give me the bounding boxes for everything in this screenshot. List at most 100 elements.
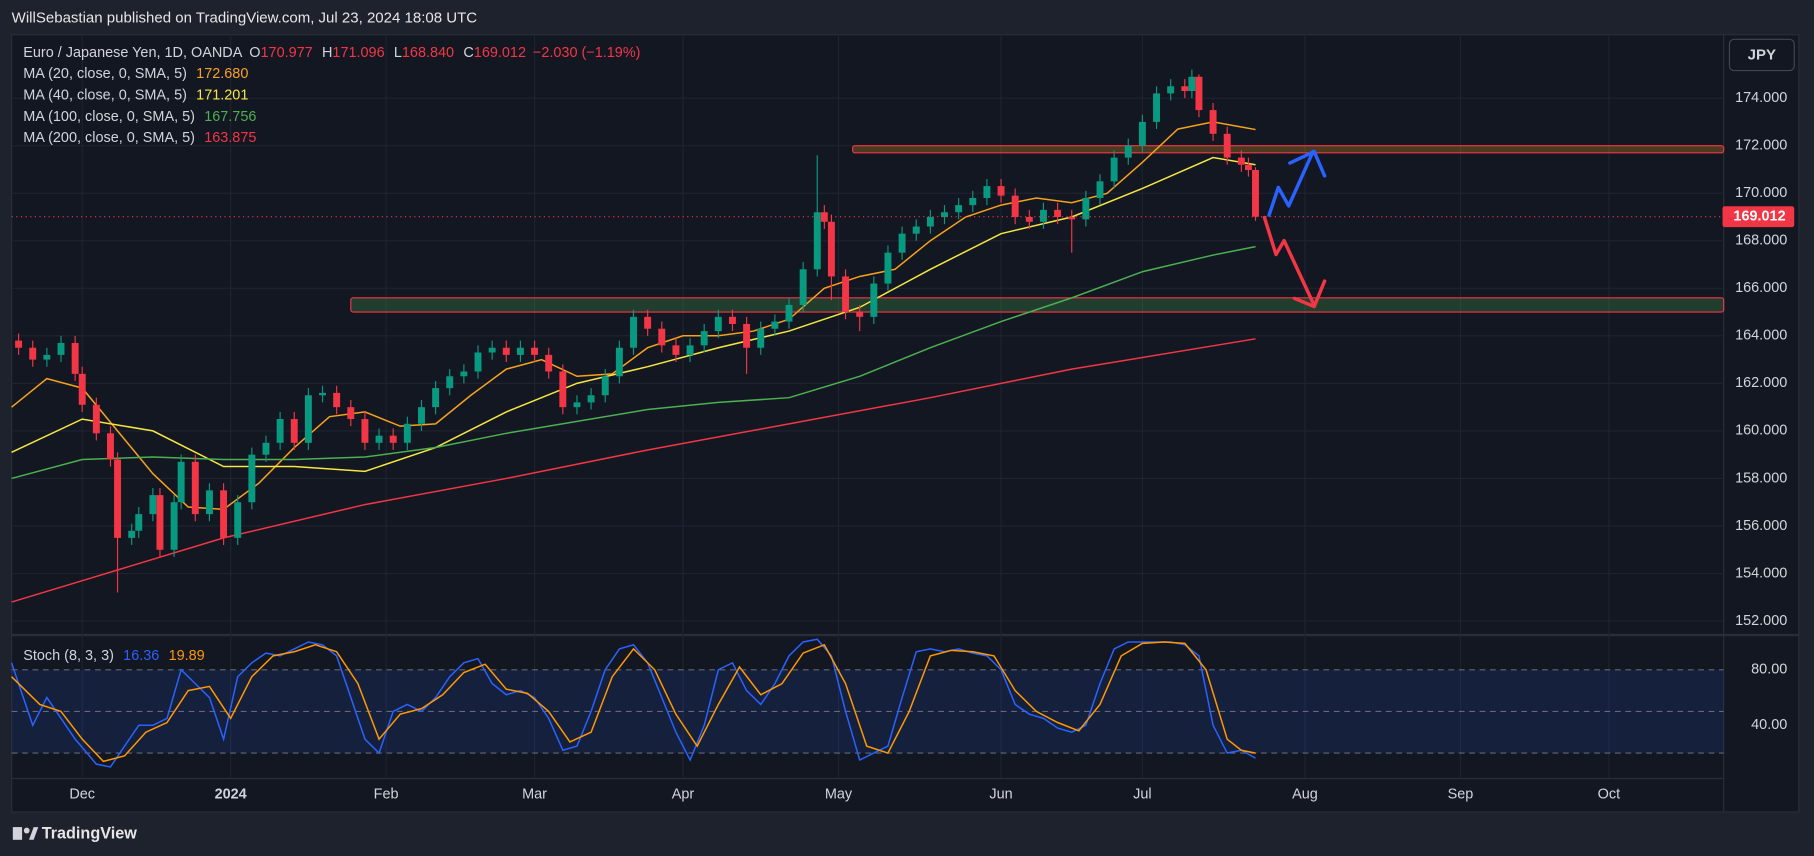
candle-body <box>644 316 652 329</box>
candle-body <box>714 316 722 332</box>
stoch-name: Stoch (8, 3, 3) <box>23 648 114 664</box>
x-tick-label: Jun <box>989 787 1012 803</box>
candle-body <box>757 328 765 348</box>
ma-legend: MA (100, close, 0, SMA, 5) 167.756 <box>23 109 256 125</box>
candle-body <box>941 212 948 218</box>
candle-body <box>432 388 440 408</box>
candle-body <box>57 342 65 355</box>
candle-body <box>78 373 86 405</box>
candle-body <box>29 347 37 360</box>
ohlc-key: L <box>394 45 402 61</box>
ma-name: MA (200, close, 0, SMA, 5) <box>23 130 195 146</box>
ma-name: MA (20, close, 0, SMA, 5) <box>23 66 187 82</box>
candle-body <box>827 221 835 277</box>
candle-body <box>686 345 694 355</box>
y-tick-label: 170.000 <box>1735 185 1787 201</box>
candle-body <box>983 186 991 198</box>
candle-body <box>333 392 341 408</box>
candle-body <box>820 212 828 222</box>
ma-legend: MA (40, close, 0, SMA, 5) 171.201 <box>23 87 248 103</box>
candle-body <box>700 331 708 346</box>
candle-body <box>842 276 850 313</box>
y-tick-label: 166.000 <box>1735 280 1787 296</box>
candle-body <box>926 217 934 227</box>
candle-body <box>375 435 383 443</box>
candle-body <box>234 502 242 538</box>
candle-body <box>114 459 122 538</box>
logo-mark <box>23 827 30 834</box>
candle-body <box>460 371 468 377</box>
zone <box>852 145 1725 154</box>
drawings <box>1262 149 1327 309</box>
candle-body <box>347 407 355 420</box>
candle-body <box>1054 209 1062 218</box>
candle-body <box>630 316 637 348</box>
candle-body <box>361 419 369 443</box>
y-tick-label: 174.000 <box>1735 90 1787 106</box>
ma-legend: MA (20, close, 0, SMA, 5) 172.680 <box>23 66 248 82</box>
x-tick-label: Oct <box>1598 787 1620 803</box>
candle-body <box>389 435 397 443</box>
candle-body <box>771 321 779 329</box>
y-tick-label: 158.000 <box>1735 470 1787 486</box>
candle-body <box>92 404 100 434</box>
legend: Euro / Japanese Yen, 1D, OANDA O170.977 H1… <box>23 45 640 146</box>
candle-body <box>601 376 609 396</box>
publish-header: WillSebastian published on TradingView.c… <box>12 9 478 26</box>
red-arrow <box>1262 215 1316 308</box>
candle-body <box>128 530 136 538</box>
candle-body <box>304 395 312 443</box>
symbol-legend: Euro / Japanese Yen, 1D, OANDA O170.977 H1… <box>23 45 640 61</box>
candle-body <box>276 419 284 443</box>
candle-body <box>474 352 482 372</box>
symbol-title: Euro / Japanese Yen, 1D, OANDA <box>23 45 242 61</box>
candle-body <box>1209 110 1217 134</box>
y-tick-label: 160.000 <box>1735 423 1787 439</box>
candle-body <box>1153 93 1161 122</box>
candle-body <box>615 347 623 377</box>
ma-line <box>11 121 1256 511</box>
candle-body <box>1223 133 1231 158</box>
ma-value: 172.680 <box>196 66 248 82</box>
candle-body <box>1181 86 1189 92</box>
candle-body <box>205 490 213 515</box>
y-tick-label: 156.000 <box>1735 518 1787 534</box>
candle-body <box>799 269 807 305</box>
candle-body <box>587 395 595 403</box>
candle-body <box>1188 76 1196 92</box>
candle-body <box>658 328 666 346</box>
candle-body <box>559 371 567 408</box>
candle-body <box>43 354 51 360</box>
candle-body <box>813 212 821 270</box>
candle-body <box>531 347 539 355</box>
candle-body <box>955 205 963 213</box>
candle-body <box>220 490 228 538</box>
candle-body <box>15 340 23 348</box>
candle-body <box>1244 164 1252 171</box>
ma-name: MA (100, close, 0, SMA, 5) <box>23 109 195 125</box>
y-tick-label: 154.000 <box>1735 565 1787 581</box>
candle-body <box>1110 157 1118 182</box>
y-tick-label: 168.000 <box>1735 233 1787 249</box>
candle-body <box>516 347 524 355</box>
stoch-legend: Stoch (8, 3, 3) 16.36 19.89 <box>23 648 204 664</box>
candle-body <box>1167 86 1175 94</box>
x-tick-label: 2024 <box>215 787 247 803</box>
x-tick-label: Apr <box>672 787 695 803</box>
last-price-tag <box>1722 206 1795 228</box>
candle-body <box>1039 209 1047 222</box>
currency-button[interactable] <box>1728 38 1795 72</box>
zone <box>350 297 1725 313</box>
currency-label[interactable]: JPY <box>1748 46 1776 63</box>
candle-body <box>107 433 114 460</box>
stoch-tick-label: 40.00 <box>1751 717 1787 733</box>
candle-body <box>446 376 454 389</box>
ohlc-value: 168.840 <box>402 45 454 61</box>
x-tick-label: Feb <box>374 787 399 803</box>
logo-mark <box>29 827 39 840</box>
blue-arrow <box>1267 149 1315 217</box>
candle-body <box>488 347 496 353</box>
ohlc-key: H <box>322 45 332 61</box>
candle-body <box>1252 170 1259 217</box>
